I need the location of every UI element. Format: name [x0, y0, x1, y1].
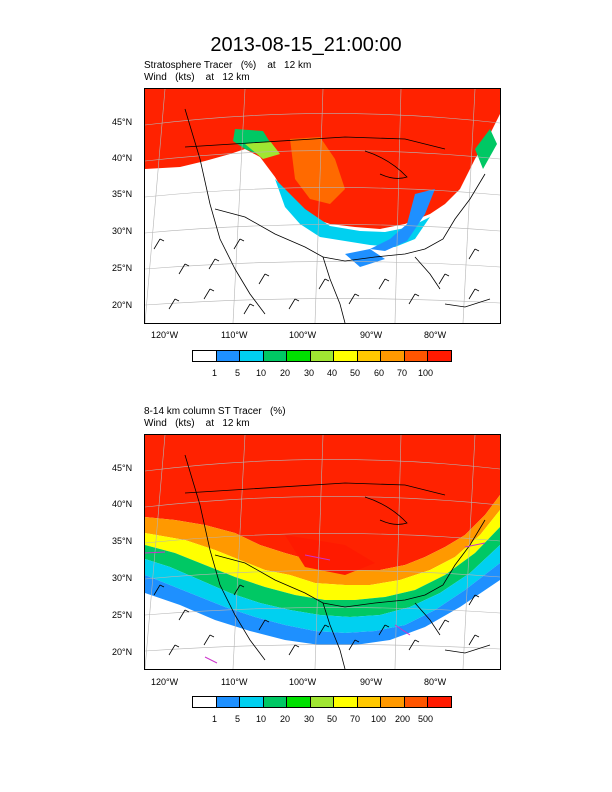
- panel1-colorbar-label: 5: [235, 368, 241, 378]
- colorbar-swatch: [287, 697, 311, 707]
- colorbar-swatch: [193, 697, 217, 707]
- colorbar-swatch: [381, 697, 405, 707]
- panel2-lon-label: 80°W: [424, 677, 447, 687]
- panel1-colorbar-label: 70: [397, 368, 408, 378]
- panel1-lat-label: 45°N: [112, 117, 133, 127]
- panel1-tracer-green-east: [475, 129, 497, 169]
- panel1-subtitle-tracer: Stratosphere Tracer (%) at 12 km: [144, 60, 312, 71]
- panel2-lat-label: 25°N: [112, 610, 133, 620]
- panel2-tracer-orange: [145, 495, 500, 585]
- panel2-colorbar-label: 1: [212, 714, 218, 724]
- colorbar-swatch: [357, 697, 382, 707]
- panel1-lat-label: 25°N: [112, 263, 133, 273]
- colorbar-swatch: [334, 697, 358, 707]
- panel2-tracer-green: [145, 527, 500, 617]
- panel2-lat-label: 45°N: [112, 463, 133, 473]
- panel2-lon-label: 100°W: [289, 677, 317, 687]
- panel1-lon-label: 100°W: [289, 330, 317, 340]
- panel2-lat-label: 40°N: [112, 499, 133, 509]
- panel2-colorbar-label: 20: [280, 714, 291, 724]
- panel2-colorbar-label: 50: [327, 714, 338, 724]
- panel1-lon-label: 90°W: [360, 330, 383, 340]
- panel1-map-graphic: [145, 89, 500, 323]
- panel1-colorbar-label: 10: [256, 368, 267, 378]
- panel1-tracer-blue: [370, 189, 435, 251]
- panel2-colorbar: [192, 696, 452, 708]
- panel1-lat-label: 30°N: [112, 226, 133, 236]
- panel2-tracer-yellow: [145, 510, 500, 600]
- panel1-colorbar-label: 50: [350, 368, 361, 378]
- panel2-map: [144, 434, 501, 670]
- colorbar-swatch: [334, 351, 358, 361]
- panel1-lat-label: 20°N: [112, 300, 133, 310]
- panel1-lon-label: 80°W: [424, 330, 447, 340]
- panel1-colorbar-label: 20: [280, 368, 291, 378]
- panel1-map: [144, 88, 501, 324]
- colorbar-swatch: [310, 697, 335, 707]
- colorbar-swatch: [216, 697, 241, 707]
- colorbar-swatch: [310, 351, 335, 361]
- panel2-graticule: [145, 435, 500, 669]
- colorbar-swatch: [263, 697, 288, 707]
- page-title: 2013-08-15_21:00:00: [210, 34, 402, 56]
- panel2-lon-label: 110°W: [221, 677, 248, 687]
- panel2-lat-label: 30°N: [112, 573, 133, 583]
- colorbar-swatch: [287, 351, 311, 361]
- panel1-colorbar-label: 1: [212, 368, 218, 378]
- panel2-colorbar-label: 500: [418, 714, 434, 724]
- colorbar-swatch: [428, 697, 452, 707]
- panel1-subtitle-wind: Wind (kts) at 12 km: [144, 72, 250, 83]
- panel2-colorbar-label: 100: [371, 714, 387, 724]
- panel2-lat-label: 20°N: [112, 647, 133, 657]
- panel2-colorbar-label: 30: [304, 714, 315, 724]
- panel1-lon-label: 120°W: [151, 330, 179, 340]
- panel1-lat-label: 40°N: [112, 153, 133, 163]
- colorbar-swatch: [404, 351, 429, 361]
- colorbar-swatch: [240, 697, 264, 707]
- colorbar-swatch: [240, 351, 264, 361]
- panel2-coastlines: [184, 454, 491, 669]
- panel2-subtitle-tracer: 8-14 km column ST Tracer (%): [144, 406, 286, 417]
- panel1-colorbar-label: 100: [418, 368, 434, 378]
- panel2-tracer-red-core: [285, 535, 375, 575]
- panel1-wind-barbs: [153, 238, 480, 315]
- panel1-tracer-cyan: [275, 179, 430, 247]
- panel1-graticule: [145, 89, 500, 323]
- panel2-subtitle-wind: Wind (kts) at 12 km: [144, 418, 250, 429]
- colorbar-swatch: [216, 351, 241, 361]
- colorbar-swatch: [357, 351, 382, 361]
- panel1-colorbar-label: 40: [327, 368, 338, 378]
- colorbar-swatch: [428, 351, 452, 361]
- panel2-tracer-red: [145, 435, 500, 570]
- panel2-lat-label: 35°N: [112, 536, 133, 546]
- panel2-colorbar-label: 70: [350, 714, 361, 724]
- panel1-colorbar-label: 30: [304, 368, 315, 378]
- panel2-colorbar-label: 5: [235, 714, 241, 724]
- panel2-map-graphic: [145, 435, 500, 669]
- panel2-colorbar-label: 10: [256, 714, 267, 724]
- colorbar-swatch: [381, 351, 405, 361]
- panel1-lat-label: 35°N: [112, 189, 133, 199]
- panel1-colorbar: [192, 350, 452, 362]
- panel2-magenta-contours: [145, 542, 486, 664]
- panel1-coastlines: [184, 108, 491, 323]
- colorbar-swatch: [263, 351, 288, 361]
- panel2-lon-label: 120°W: [151, 677, 179, 687]
- panel2-wind-barbs: [153, 584, 480, 656]
- colorbar-swatch: [193, 351, 217, 361]
- panel2-tracer-cyan: [145, 545, 500, 633]
- panel2-colorbar-label: 200: [395, 714, 411, 724]
- panel1-colorbar-label: 60: [374, 368, 385, 378]
- panel1-tracer-yellowgreen: [245, 141, 280, 159]
- panel2-lon-label: 90°W: [360, 677, 383, 687]
- panel2-tracer-blue: [145, 563, 500, 645]
- panel1-lon-label: 110°W: [221, 330, 248, 340]
- colorbar-swatch: [404, 697, 429, 707]
